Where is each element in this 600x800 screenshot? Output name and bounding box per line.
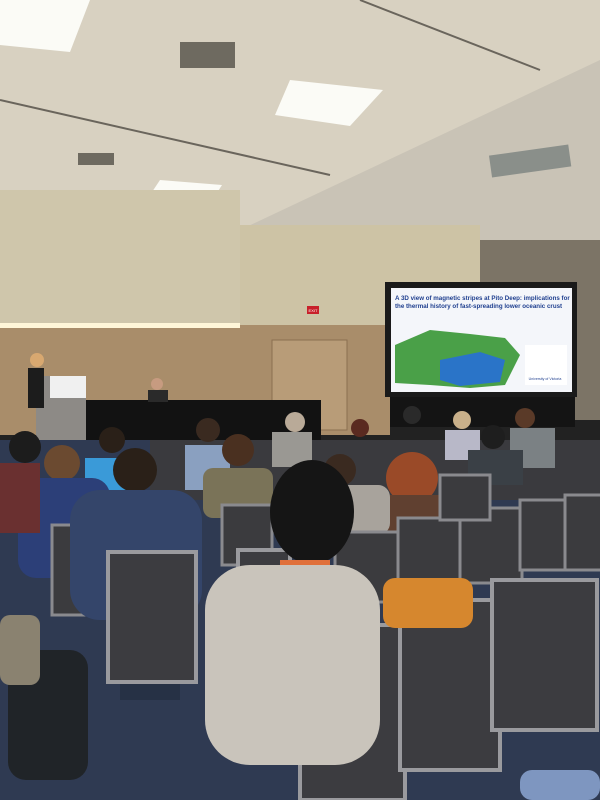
chair: [563, 493, 600, 572]
head: [222, 434, 254, 466]
head: [196, 418, 220, 442]
head: [351, 419, 369, 437]
wall-light: [0, 323, 240, 328]
podium-sign: [50, 376, 86, 398]
chairs-middle: [50, 473, 600, 617]
track-light: [0, 99, 331, 176]
head: [515, 408, 535, 428]
light-panel: [0, 0, 90, 52]
panelist-body: [148, 390, 168, 402]
logos: [525, 345, 567, 385]
head: [403, 406, 421, 424]
bag: [0, 615, 40, 685]
chair: [106, 550, 198, 684]
chair: [490, 578, 599, 732]
head: [113, 448, 157, 492]
slide-map-deep: [440, 352, 505, 386]
chair: [438, 473, 492, 522]
track-light: [359, 0, 541, 71]
chair: [398, 598, 502, 772]
head: [44, 445, 80, 481]
light-panel: [275, 80, 383, 126]
exit-text: EXIT: [309, 308, 318, 313]
head: [285, 412, 305, 432]
panelist: [151, 378, 163, 390]
lanyard: [280, 560, 330, 565]
ceiling-right: [240, 60, 600, 255]
head: [386, 452, 438, 504]
backpack: [383, 578, 473, 628]
slide-title: the thermal history of fast-spreading lo…: [395, 303, 562, 310]
plaid-shirt: [0, 463, 40, 533]
knee: [520, 770, 600, 800]
head: [453, 411, 471, 429]
head: [270, 460, 354, 564]
vent: [180, 42, 235, 68]
chair: [518, 498, 572, 572]
head: [9, 431, 41, 463]
exit-sign: [307, 306, 319, 314]
head: [99, 427, 125, 453]
speaker: [30, 353, 44, 367]
head: [481, 425, 505, 449]
slide-title: A 3D view of magnetic stripes at Pito De…: [395, 295, 570, 302]
vent: [488, 144, 572, 178]
screen-base: [390, 397, 575, 427]
chair: [396, 516, 465, 590]
logo-text: University of Victoria: [529, 377, 562, 381]
sweater: [205, 565, 380, 765]
wall: [0, 190, 240, 330]
speaker-body: [28, 368, 44, 408]
ceiling-lights: [0, 0, 572, 204]
vent: [78, 153, 114, 165]
